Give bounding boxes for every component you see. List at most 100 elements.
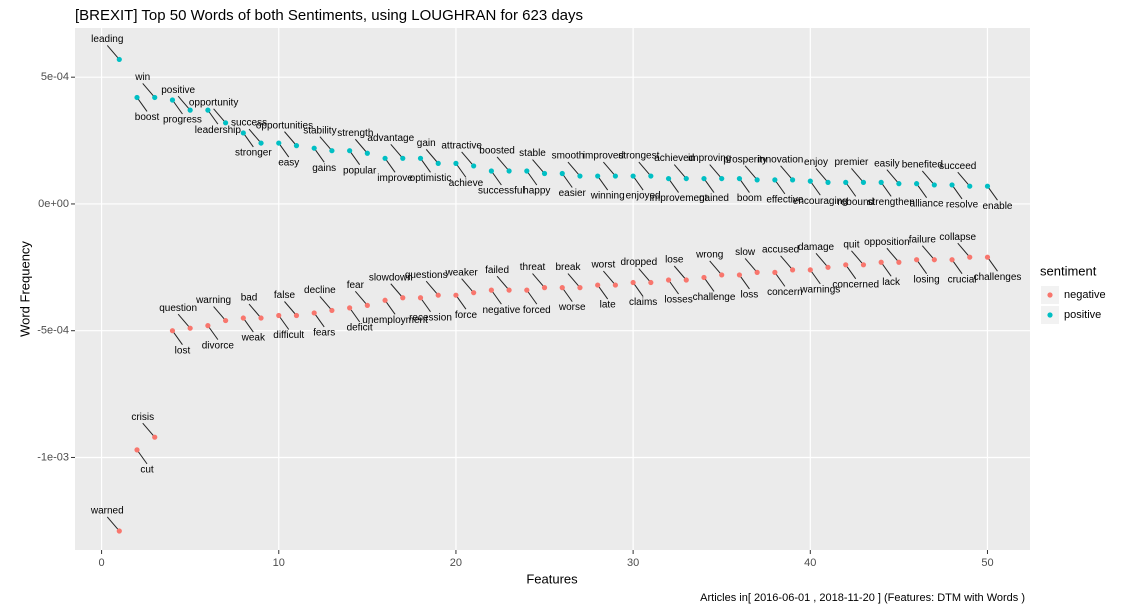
point [347,305,353,311]
point-label: achieve [449,178,484,189]
label-leader [455,163,467,178]
label-leader [313,147,325,163]
point [577,285,583,291]
label-leader [425,149,439,164]
point [152,94,158,101]
point-label: strength [337,128,373,139]
label-leader [496,156,510,172]
point-label: concern [767,287,803,298]
point-label: lost [175,345,191,356]
label-leader [916,183,928,198]
point [789,267,796,273]
point [772,177,778,183]
point-label: fears [313,328,335,339]
point-label: deficit [347,323,373,334]
label-leader [319,296,333,311]
point-label: threat [520,262,546,273]
label-leader [673,265,687,281]
point [169,328,176,334]
x-tick-label: 0 [99,557,105,569]
point [701,274,707,281]
point [772,269,778,275]
label-leader [774,272,786,287]
legend-title: sentiment [1040,263,1097,278]
label-leader [349,307,361,323]
point-label: quit [843,239,859,250]
point-label: improve [377,173,413,184]
label-leader [886,169,900,184]
point-label: failed [485,265,509,276]
label-leader [880,261,892,277]
point [453,292,459,298]
label-leader [177,313,191,329]
point-label: questions [405,270,448,281]
point [382,155,388,161]
point-label: improving [688,153,731,164]
label-leader [242,317,254,333]
point-label: warning [195,295,231,306]
point-label: gains [312,163,336,174]
point-label: rebound [837,197,874,208]
y-tick-label: 0e+00 [38,198,69,210]
label-leader [425,280,439,296]
point [719,272,725,278]
label-leader [774,179,786,195]
label-leader [172,330,183,345]
point [878,179,884,185]
point-label: crisis [131,412,154,423]
label-leader [987,185,998,201]
label-leader [673,164,687,179]
point-label: cut [140,464,154,475]
point [400,295,406,301]
point-label: enable [982,201,1012,212]
label-leader [632,175,644,191]
label-leader [561,173,573,188]
label-leader [496,275,510,291]
point [435,292,441,298]
point-label: premier [834,157,869,168]
point-label: crucial [948,274,977,285]
label-leader [213,108,226,124]
point-label: difficult [273,330,304,341]
point [878,259,884,265]
label-leader [420,297,431,313]
point [719,175,725,182]
label-leader [532,273,545,288]
label-leader [815,252,829,268]
label-leader [461,151,475,167]
label-leader [278,315,290,330]
point [293,312,300,319]
point [541,285,548,291]
label-leader [845,182,857,197]
point [152,434,158,440]
label-leader [526,170,538,186]
point-label: opportunity [189,97,238,108]
point [506,287,512,293]
point-label: bad [241,293,258,304]
point [347,148,353,154]
label-leader [957,171,971,187]
point [843,262,849,268]
point-label: unemployment [362,315,428,326]
point [825,264,831,270]
point-label: weaker [445,267,479,278]
label-leader [603,270,616,286]
point-label: successful [478,186,525,197]
label-leader [815,168,829,183]
label-leader [278,142,290,158]
x-tick-label: 40 [804,557,816,569]
point [807,267,813,273]
point-label: leadership [195,125,242,136]
label-leader [455,294,467,310]
point [931,257,937,263]
point [329,148,335,154]
label-leader [987,256,998,272]
point [488,287,494,293]
point [914,181,920,187]
point-label: easy [278,158,299,169]
y-tick-label: -1e-03 [37,451,69,463]
point [311,145,317,151]
point [807,178,813,184]
point [506,168,512,174]
point [276,312,282,319]
